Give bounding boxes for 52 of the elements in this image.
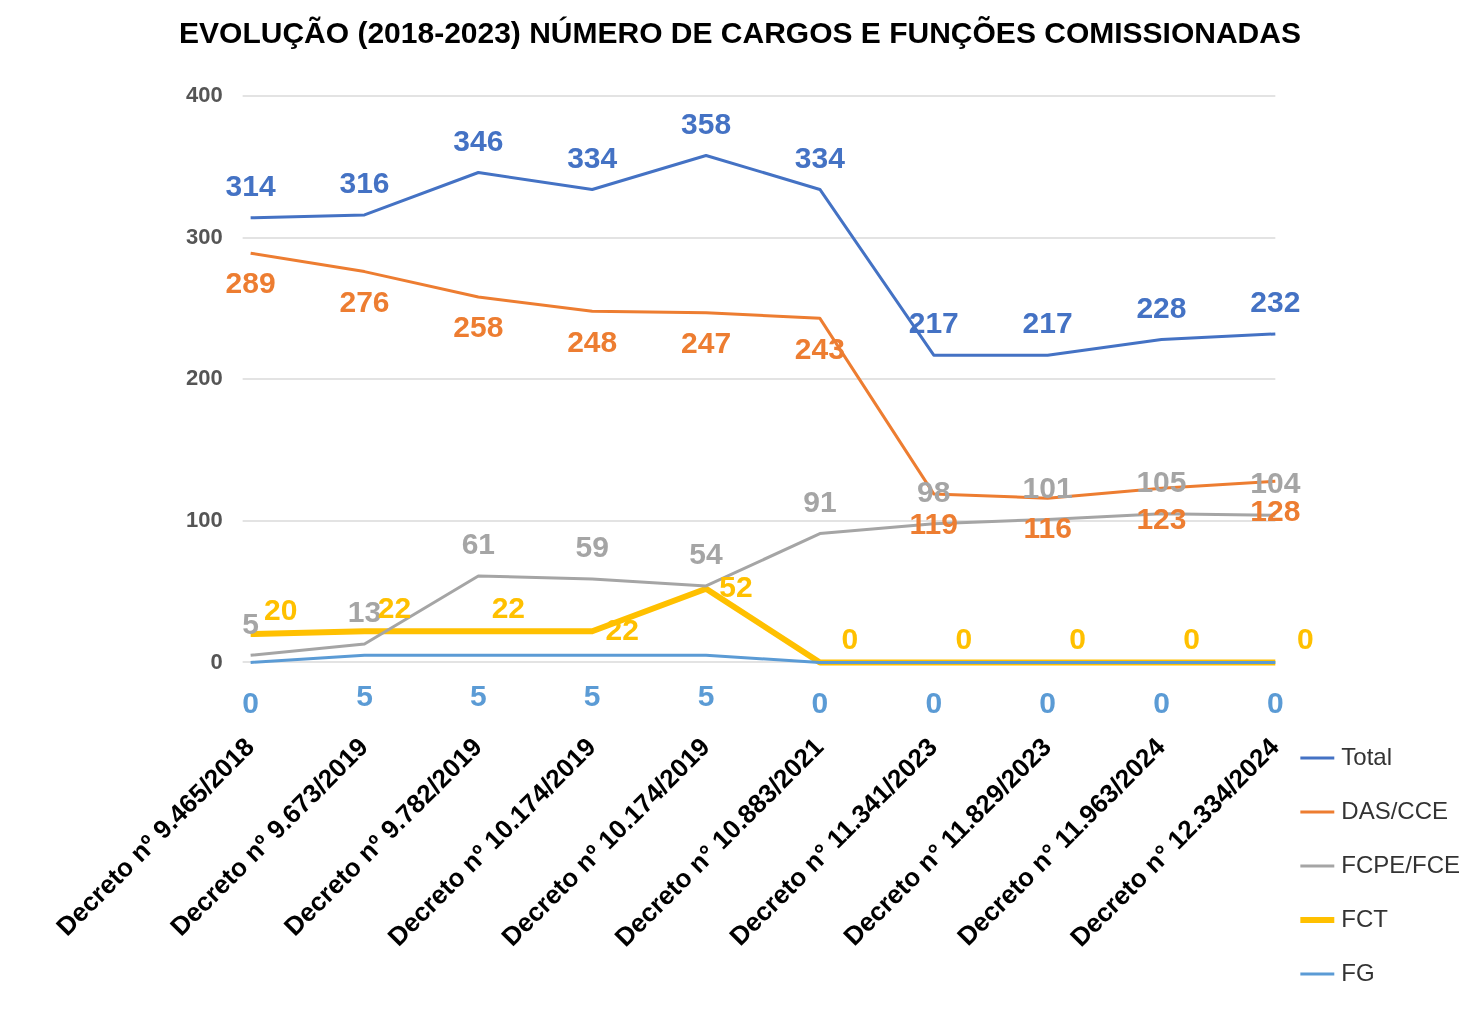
- data-label: 116: [1023, 511, 1072, 545]
- data-label: 59: [575, 530, 609, 564]
- data-label: 101: [1022, 470, 1073, 504]
- data-label: 247: [681, 325, 732, 359]
- data-label: 0: [955, 621, 973, 655]
- data-label: 5: [583, 678, 601, 712]
- data-label: 0: [1039, 685, 1056, 719]
- data-label: 22: [491, 590, 526, 624]
- data-label: 258: [453, 310, 504, 344]
- data-label: 232: [1250, 285, 1301, 319]
- data-label: 0: [841, 621, 859, 655]
- data-label: 0: [811, 685, 829, 719]
- data-label: 334: [794, 140, 846, 174]
- data-label: 228: [1136, 290, 1187, 324]
- data-label: 314: [225, 169, 276, 203]
- data-label: 0: [1153, 685, 1170, 719]
- legend-label: DAS/CCE: [1341, 796, 1449, 824]
- data-label: 20: [263, 593, 298, 627]
- legend-label: FCPE/FCE: [1341, 850, 1461, 878]
- y-tick-label: 0: [210, 648, 223, 674]
- data-label: 91: [803, 484, 837, 518]
- data-label: 5: [697, 678, 715, 712]
- chart-title: EVOLUÇÃO (2018-2023) NÚMERO DE CARGOS E FUNÇÕES COMISSIONADAS: [178, 16, 1302, 51]
- data-label: 0: [1183, 621, 1200, 655]
- data-label: 123: [1136, 501, 1187, 535]
- legend-label: FCT: [1341, 904, 1389, 932]
- data-label: 289: [225, 266, 276, 300]
- y-tick-label: 200: [185, 365, 223, 391]
- data-label: 334: [567, 140, 618, 174]
- data-label: 248: [567, 324, 618, 358]
- data-label: 5: [356, 678, 373, 712]
- data-label: 119: [909, 507, 958, 541]
- data-label: 316: [339, 166, 390, 200]
- data-label: 346: [453, 123, 504, 157]
- y-tick-label: 400: [185, 82, 223, 108]
- data-label: 5: [242, 606, 259, 640]
- data-label: 54: [689, 537, 724, 571]
- data-label: 358: [681, 106, 732, 140]
- data-label: 61: [461, 527, 496, 561]
- data-label: 0: [1296, 621, 1314, 655]
- data-label: 0: [925, 685, 943, 719]
- legend-label: FG: [1341, 958, 1375, 986]
- y-tick-label: 100: [185, 506, 223, 532]
- legend-label: Total: [1341, 742, 1393, 770]
- data-label: 52: [719, 570, 753, 604]
- data-label: 0: [1266, 685, 1284, 719]
- data-label: 0: [1069, 621, 1086, 655]
- data-label: 5: [470, 678, 487, 712]
- y-tick-label: 300: [185, 223, 223, 249]
- data-label: 217: [1022, 306, 1073, 340]
- data-label: 0: [242, 685, 259, 719]
- data-label: 276: [339, 284, 390, 318]
